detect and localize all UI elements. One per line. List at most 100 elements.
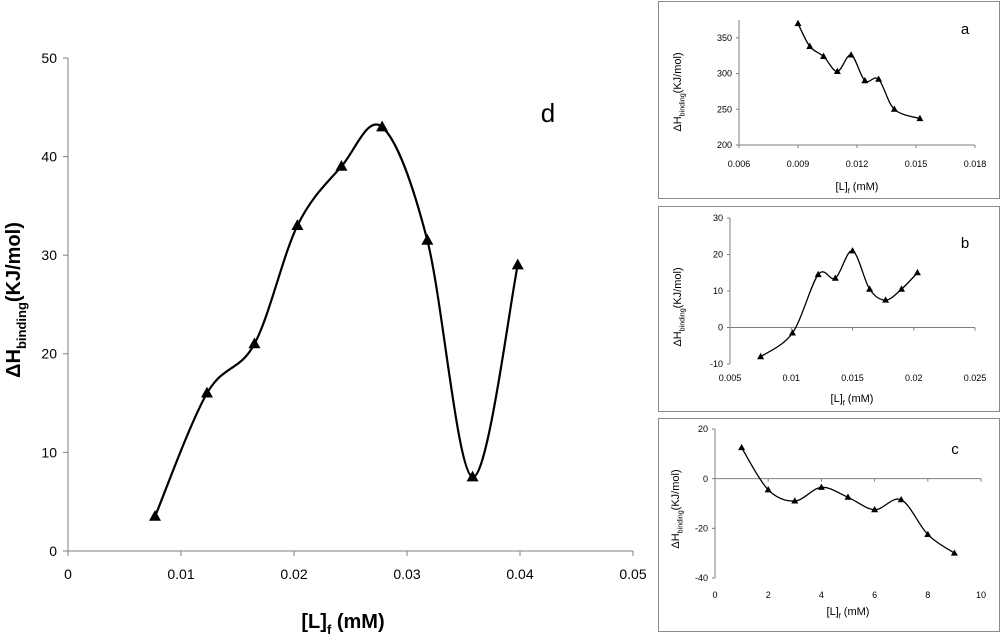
data-point-marker	[897, 495, 905, 503]
series-line	[760, 250, 918, 358]
y-tick-label: 300	[717, 69, 732, 79]
chart-b: -10 0 10 20 30 0.005 0.01 0.015 0.02 0.025 b [L]f (…	[672, 213, 987, 407]
y-axis-title-sub: binding	[14, 302, 29, 349]
data-point-marker	[421, 233, 434, 245]
y-tick-label: 10	[41, 444, 57, 460]
x-axis-title-main: [L]	[836, 181, 848, 193]
y-tick-label: 20	[41, 346, 57, 362]
series-line	[741, 447, 955, 554]
y-axis-title-sub: binding	[676, 510, 684, 533]
data-point-marker	[817, 483, 825, 490]
x-axis-title-unit: (mM)	[331, 611, 384, 633]
y-axis-title-unit: (KJ/mol)	[672, 267, 684, 308]
data-point-marker	[882, 296, 890, 303]
data-point-marker	[847, 51, 855, 58]
data-point-marker	[200, 386, 213, 398]
x-axis-title-unit: (mM)	[850, 181, 879, 193]
chart-d: 0 10 20 30 40 50 0 0.01 0.02 0.03 0.04 0.05 d [L]f (m…	[3, 50, 647, 637]
data-point-marker	[950, 549, 958, 556]
y-tick-label: -40	[695, 573, 708, 583]
y-tick-label: 200	[717, 140, 732, 150]
x-tick-label: 4	[819, 590, 824, 600]
inset-panel-b: -10 0 10 20 30 0.005 0.01 0.015 0.02 0.025 b [L]f (…	[658, 206, 1000, 412]
x-tick-label: 0.025	[964, 373, 987, 383]
y-tick-label: 20	[713, 250, 723, 260]
data-point-marker	[820, 52, 828, 59]
y-axis-title: ΔHbinding(KJ/mol)	[672, 52, 686, 131]
data-point-marker	[898, 285, 905, 292]
x-tick-label: 0.009	[787, 159, 810, 169]
data-point-marker	[757, 352, 765, 360]
x-axis-title: [L]f (mM)	[827, 606, 870, 620]
y-tick-label: 0	[718, 323, 723, 333]
y-axis-title-main: ΔH	[672, 331, 684, 346]
y-tick-label: 350	[717, 33, 732, 43]
x-axis-title-sub: f	[843, 399, 845, 407]
data-point-marker	[511, 258, 524, 270]
x-tick-label: 0.006	[728, 159, 751, 169]
y-axis-title-sub: binding	[678, 308, 686, 331]
x-tick-label: 0.015	[841, 373, 864, 383]
panel-label: a	[961, 21, 970, 38]
data-point-marker	[890, 105, 898, 112]
x-axis-title: [L]f (mM)	[301, 611, 384, 637]
data-point-marker	[913, 268, 921, 276]
y-tick-label: 30	[41, 247, 57, 263]
y-tick-label: 30	[713, 213, 723, 223]
y-axis-title-main: ΔH	[670, 533, 682, 548]
x-axis-title: [L]f (mM)	[836, 181, 879, 195]
y-axis-title-unit: (KJ/mol)	[670, 469, 682, 510]
data-point-marker	[248, 337, 261, 349]
y-tick-label: 20	[698, 424, 708, 434]
y-tick-label: 250	[717, 104, 732, 114]
data-point-marker	[814, 270, 822, 278]
y-tick-label: 40	[41, 149, 57, 165]
y-axis-title-sub: binding	[678, 93, 686, 116]
x-tick-label: 6	[872, 590, 877, 600]
chart-c: -40 -20 0 20 0 2 4 6 8 10 c [L]f (mM) ΔHbinding(KJ/m…	[670, 424, 986, 620]
y-axis-title-unit: (KJ/mol)	[672, 52, 684, 93]
data-point-marker	[849, 247, 856, 254]
y-tick-label: 50	[41, 50, 57, 66]
x-axis-title: [L]f (mM)	[831, 393, 874, 407]
data-point-marker	[738, 443, 746, 451]
data-point-marker	[831, 274, 839, 281]
x-axis-title-sub: f	[848, 187, 850, 195]
y-tick-label: 0	[703, 474, 708, 484]
x-axis-title-main: [L]	[831, 393, 843, 405]
x-axis-title-unit: (mM)	[841, 606, 870, 618]
series-line	[797, 23, 921, 120]
data-point-marker	[466, 470, 479, 482]
y-tick-label: 10	[713, 286, 723, 296]
y-tick-label: -10	[710, 359, 723, 369]
data-point-marker	[791, 497, 799, 504]
data-point-marker	[924, 530, 932, 538]
x-tick-label: 0.02	[280, 566, 307, 582]
x-tick-label: 0.012	[846, 159, 869, 169]
data-point-marker	[844, 493, 852, 500]
x-tick-label: 0	[712, 590, 717, 600]
data-point-marker	[149, 510, 162, 521]
x-tick-label: 0.05	[619, 566, 646, 582]
data-point-marker	[875, 75, 883, 82]
x-axis-title-main: [L]	[301, 611, 327, 633]
x-tick-label: 0.03	[393, 566, 420, 582]
panel-label: b	[961, 235, 969, 252]
x-tick-label: 10	[976, 590, 986, 600]
y-axis-title-main: ΔH	[3, 349, 25, 378]
data-point-marker	[806, 42, 814, 49]
x-tick-label: 8	[925, 590, 930, 600]
chart-a: 200 250 300 350 0.006 0.009 0.012 0.015 0.018 a [L…	[672, 19, 986, 195]
y-tick-label: -20	[695, 523, 708, 533]
x-axis-title-sub: f	[839, 612, 841, 620]
inset-panel-a: 200 250 300 350 0.006 0.009 0.012 0.015 0.018 a [L…	[658, 1, 1000, 199]
data-point-marker	[866, 285, 874, 292]
y-axis-title: ΔHbinding(KJ/mol)	[670, 469, 684, 548]
data-point-marker	[291, 219, 304, 230]
x-tick-label: 0.04	[506, 566, 533, 582]
x-axis-title-unit: (mM)	[845, 393, 874, 405]
x-tick-label: 0.015	[905, 159, 928, 169]
data-point-marker	[794, 19, 802, 27]
data-point-marker	[871, 505, 879, 513]
x-tick-label: 0.01	[167, 566, 194, 582]
